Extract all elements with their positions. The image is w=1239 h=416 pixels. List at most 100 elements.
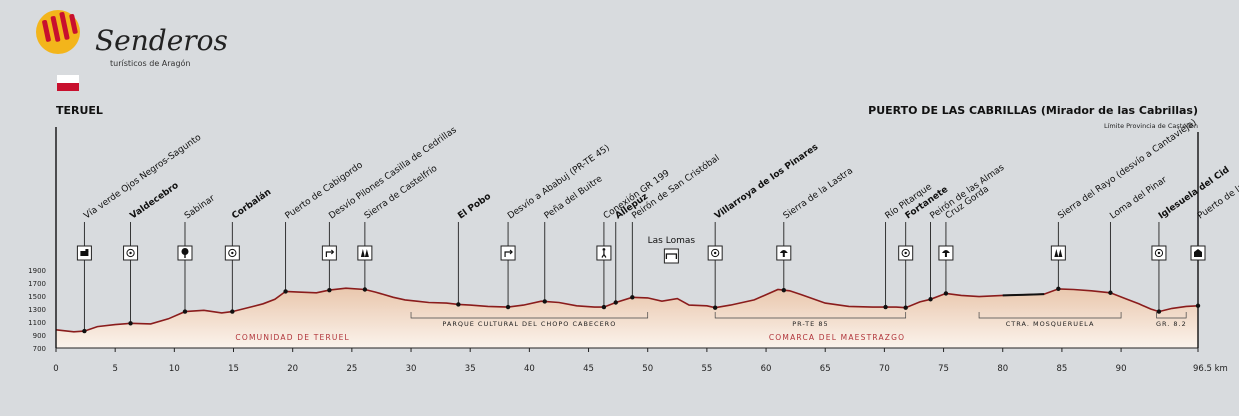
y-tick-label: 1100 [28,319,46,327]
waypoint-dot [928,297,933,302]
icon-shape [126,248,135,258]
route-start-label: TERUEL [56,104,103,117]
forest-icon [357,245,373,261]
village-icon [224,245,240,261]
region-label: COMUNIDAD DE TERUEL [235,333,350,342]
icon-shape [184,254,186,258]
icon-shape [80,251,89,256]
waypoint-dot [327,287,332,293]
icon-shape [713,251,717,255]
segment-bracket [714,312,907,319]
icon-frame [357,245,373,261]
waypoint-label: Sabinar [183,193,217,221]
village-icon [707,245,723,261]
icon-frame [500,245,516,261]
route-end-note: Límite Provincia de Castellón [1104,122,1198,130]
icon-shape [1157,251,1161,255]
icon-shape [602,248,606,251]
junction-icon [500,245,516,261]
waypoint-dot [283,289,288,294]
waypoint-label: Iglesuela del Cid [1157,165,1232,221]
road-segment [1002,293,1045,297]
shelter-icon [663,248,679,264]
waypoint-dot [630,295,635,300]
x-tick-label: 25 [346,364,357,374]
village-icon [1151,245,1167,261]
y-tick-label: 700 [33,345,46,353]
segment-label: PARQUE CULTURAL DEL CHOPO CABECERO [442,320,616,328]
mushroom-icon [776,245,792,261]
x-tick-label: 50 [642,364,653,374]
waypoint-dot [182,309,188,314]
x-tick-label: 70 [879,364,890,374]
flag-icon [57,75,79,91]
x-tick-label: 45 [583,364,594,374]
waypoint-dot [128,321,133,326]
waypoint-dot [1108,290,1113,295]
viewpoint-icon [1190,245,1206,261]
logo-bar [42,19,51,42]
icon-shape [181,248,189,255]
segment-label: GR. 8.2 [1156,320,1187,328]
logo-bar [50,16,61,42]
x-tick-label: 85 [1056,364,1067,374]
waypoint-dot [883,304,888,310]
waypoint-dot [1056,286,1061,292]
y-tick-label: 1700 [28,280,46,288]
x-tick-label: 60 [761,364,772,374]
icon-shape [904,251,907,255]
waypoint-dot [1156,309,1162,314]
x-tick-label: 15 [228,364,239,374]
icon-shape [1054,249,1063,257]
icon-shape [711,248,720,258]
waypoint-dot [542,299,547,304]
waypoint-dot [362,287,368,292]
x-tick-label: 0 [53,364,58,374]
side-label: Las Lomas [648,236,696,246]
forest-icon [1050,245,1066,261]
waypoint-label: Sierra de la Lastra [782,166,855,221]
waypoint-label: Puerto de Cabigordo [284,160,366,221]
x-tick-label: 65 [820,364,831,374]
junction-icon [321,245,337,261]
waypoint-dot [1195,303,1201,308]
mushroom-icon [938,245,954,261]
x-tick-label: 55 [701,364,712,374]
senderos-logo: Senderos turísticos de Aragón [36,10,228,68]
x-tick-label: 20 [287,364,298,374]
icon-shape [665,253,678,259]
village-icon [898,245,914,261]
icon-shape [129,251,132,255]
icon-shape [782,253,785,257]
waypoint-label: Corbalán [230,187,273,221]
x-tick-label: 80 [997,364,1008,374]
train-icon [76,245,92,261]
waypoint-label: El Pobo [456,192,493,222]
icon-shape [360,249,369,257]
icon-shape [1194,249,1202,257]
x-tick-label: 40 [524,364,535,374]
waypoint-dot [903,305,908,310]
x-tick-label: 35 [465,364,476,374]
x-tick-label: 30 [406,364,417,374]
logo-wordmark: Senderos [95,24,228,57]
icon-frame [321,245,337,261]
icon-shape [325,249,335,257]
waypoint-dot [82,328,87,334]
tree-icon [177,245,193,261]
icon-shape [779,250,788,253]
segment-bracket [978,312,1122,319]
segment-bracket [1156,312,1187,319]
waypoint-dot [601,304,607,310]
x-tick-label: 10 [169,364,180,374]
icon-shape [85,249,89,252]
icon-shape [944,253,947,257]
icon-shape [941,250,950,253]
icon-shape [504,249,513,257]
icon-shape [601,251,607,258]
waypoint-dot [230,309,235,314]
segment-label: PR-TE 85 [792,320,828,328]
y-tick-label: 900 [33,332,46,340]
y-tick-label: 1900 [28,267,46,275]
